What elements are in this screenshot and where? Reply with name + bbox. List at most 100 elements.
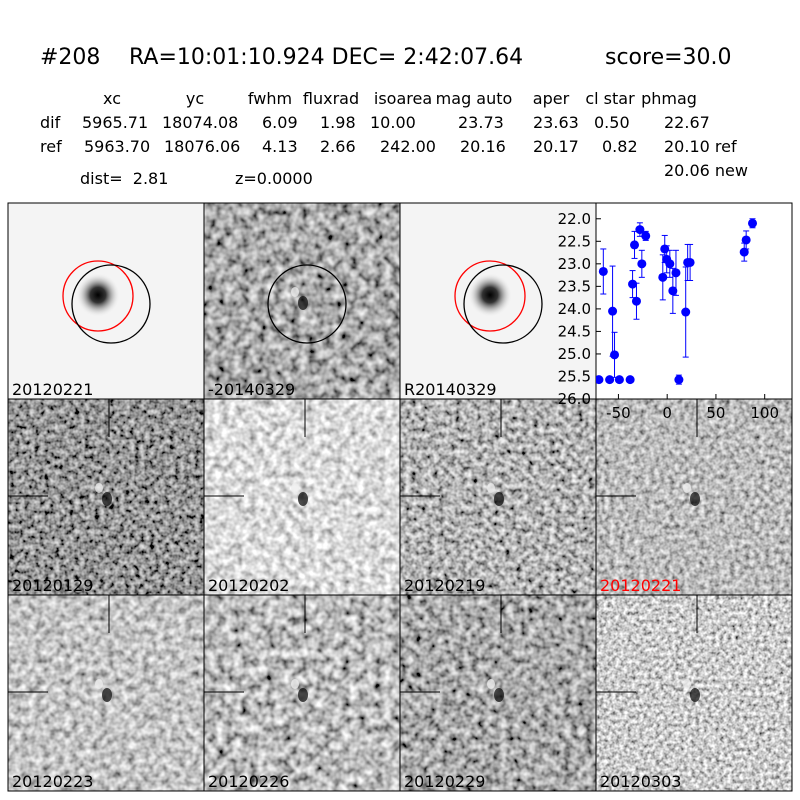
source — [468, 273, 512, 317]
source-residual — [102, 492, 112, 506]
x-tick-label: 0 — [662, 404, 672, 422]
source — [76, 273, 120, 317]
point — [637, 259, 647, 269]
point — [631, 296, 641, 306]
table-cell: 10.00 — [370, 113, 416, 132]
point — [671, 268, 681, 278]
point — [635, 225, 645, 235]
source-residual — [95, 483, 103, 493]
table-cell: 20.16 — [460, 137, 506, 156]
coordinates: RA=10:01:10.924 DEC= 2:42:07.64 — [129, 45, 523, 70]
plot-area — [595, 202, 793, 400]
source-residual — [102, 688, 112, 702]
point — [668, 286, 678, 296]
table-cell: 18076.06 — [164, 137, 240, 156]
column-header: fluxrad — [303, 89, 359, 108]
column-header: phmag — [641, 89, 697, 108]
y-tick-label: 22.5 — [558, 232, 591, 250]
ref-circle — [62, 260, 134, 332]
column-header: yc — [186, 89, 204, 108]
candidate-id: #208 — [40, 45, 100, 70]
point — [641, 231, 651, 241]
point — [681, 307, 691, 317]
det-circle — [267, 264, 347, 344]
source-residual — [95, 679, 103, 689]
point — [685, 257, 695, 267]
source-residual — [291, 483, 299, 493]
source-residual — [494, 492, 504, 506]
point — [610, 350, 620, 360]
y-tick-label: 26.0 — [558, 390, 591, 408]
point — [605, 375, 615, 385]
table-cell: 22.67 — [664, 113, 710, 132]
point — [748, 218, 758, 228]
stamp-label: 20120221 — [12, 380, 93, 399]
stamp-label: -20140329 — [208, 380, 295, 399]
stamp-label: 20120226 — [208, 772, 289, 791]
table-cell: 5963.70 — [84, 137, 150, 156]
stamp-label: 20120229 — [404, 772, 485, 791]
y-tick-label: 25.0 — [558, 345, 591, 363]
score: score=30.0 — [605, 45, 732, 70]
source-residual — [298, 492, 308, 506]
row-label: dif — [40, 113, 61, 132]
column-header: xc — [103, 89, 121, 108]
table-cell: 5965.71 — [82, 113, 148, 132]
point — [674, 375, 684, 385]
column-header: isoarea — [374, 89, 432, 108]
source-residual — [683, 483, 691, 493]
stamp-label: 20120221 — [600, 576, 681, 595]
point — [630, 240, 640, 250]
source-residual — [487, 679, 495, 689]
table-cell: 1.98 — [320, 113, 356, 132]
point — [625, 375, 635, 385]
point — [628, 279, 638, 289]
det-circle — [71, 264, 151, 344]
points — [596, 218, 758, 385]
column-header: fwhm — [248, 89, 292, 108]
table-cell: 2.66 — [320, 137, 356, 156]
table-cell: 0.50 — [594, 113, 630, 132]
y-tick-label: 24.0 — [558, 300, 591, 318]
source-residual — [298, 296, 308, 310]
source-residual — [487, 483, 495, 493]
stamp-label: 20120303 — [600, 772, 681, 791]
point — [608, 306, 618, 316]
y-tick-label: 25.5 — [558, 367, 591, 385]
row-label: ref — [40, 137, 62, 156]
source-residual — [494, 688, 504, 702]
table-cell: 23.63 — [533, 113, 579, 132]
point — [741, 235, 751, 245]
point — [658, 272, 668, 282]
y-tick-label: 24.5 — [558, 322, 591, 340]
source-residual — [690, 492, 700, 506]
table-cell: 6.09 — [262, 113, 298, 132]
light-curve: 22.0 22.5 23.0 23.5 24.0 24.5 25.0 25.5 26.0 -50 0… — [558, 202, 793, 422]
point — [739, 247, 749, 257]
column-header: cl star — [585, 89, 635, 108]
distance: dist= 2.81 — [80, 169, 168, 188]
ref-circle — [454, 260, 526, 332]
y-tick-label: 23.5 — [558, 277, 591, 295]
stamp-label: 20120129 — [12, 576, 93, 595]
stamp-frame — [595, 594, 793, 792]
stamp-label: 20120223 — [12, 772, 93, 791]
table-cell: 23.73 — [458, 113, 504, 132]
stamp-label: R20140329 — [404, 380, 497, 399]
redshift: z=0.0000 — [235, 169, 313, 188]
source-residual — [690, 688, 700, 702]
table-cell: 0.82 — [602, 137, 638, 156]
det-circle — [463, 264, 543, 344]
point — [596, 375, 604, 385]
point — [598, 266, 608, 276]
x-tick-label: -50 — [606, 404, 631, 422]
table-cell: 242.00 — [380, 137, 436, 156]
point — [665, 259, 675, 269]
table-cell: 4.13 — [262, 137, 298, 156]
source-residual — [291, 287, 299, 297]
table-note: 20.06 new — [664, 161, 748, 180]
source-residual — [291, 679, 299, 689]
y-tick-label: 22.0 — [558, 210, 591, 228]
table-cell: 20.10 ref — [664, 137, 737, 156]
